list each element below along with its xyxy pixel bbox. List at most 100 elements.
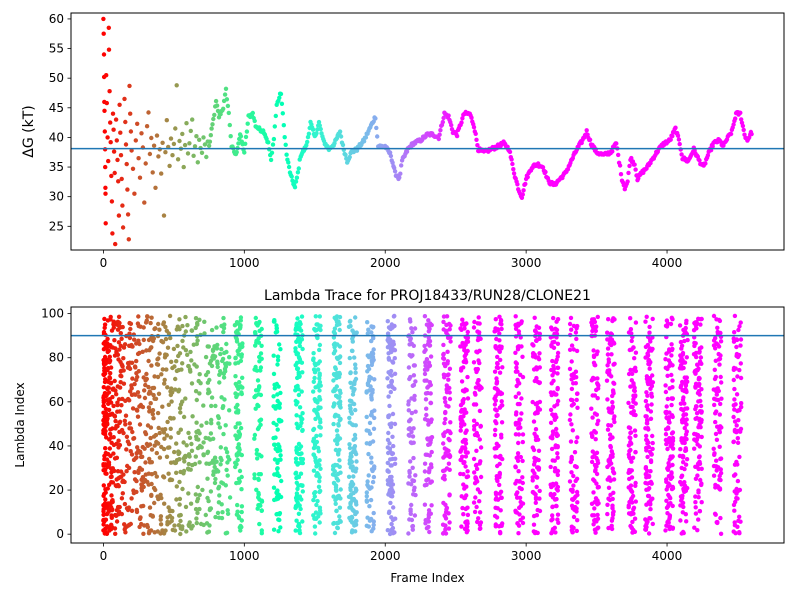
delta-g-point [170,153,175,158]
lambda-point [347,403,353,408]
lambda-point [681,395,686,400]
lambda-point [120,491,126,496]
lambda-point [572,496,577,501]
lambda-point [735,440,741,445]
lambda-point [153,432,159,438]
lambda-point [647,480,652,485]
lambda-point [166,505,171,510]
lambda-point [668,496,673,501]
lambda-point [633,412,638,418]
lambda-point [189,381,195,386]
lambda-point [233,361,238,366]
lambda-point [148,435,153,441]
lambda-point [221,315,226,321]
lambda-point [628,523,633,529]
lambda-point [608,524,614,530]
lambda-point [349,454,354,459]
lambda-point [694,320,699,325]
lambda-point [535,379,540,384]
lambda-point [346,494,352,499]
lambda-point [201,440,206,445]
lambda-point [256,336,261,341]
lambda-point [731,403,736,408]
lambda-point [219,480,224,485]
delta-g-point [225,103,231,109]
lambda-point [227,457,232,462]
lambda-point [429,449,434,455]
lambda-point [388,389,393,395]
lambda-point [494,408,499,413]
lambda-point [332,386,337,392]
lambda-point [351,422,356,428]
lambda-point [296,336,301,342]
lambda-point [166,402,171,407]
delta-g-point [199,150,205,155]
lambda-point [698,477,703,483]
lambda-point [153,396,159,401]
lambda-point [297,530,303,536]
delta-g-point [117,102,122,108]
lambda-point [353,519,358,524]
lambda-point [176,389,181,394]
lambda-point [312,397,317,402]
delta-g-point [135,121,140,127]
lambda-point [571,514,577,520]
delta-g-point [127,83,132,89]
lambda-point [314,433,319,439]
lambda-point [171,416,176,421]
lambda-point [367,504,372,509]
lambda-point [735,374,740,379]
lambda-point [201,522,206,528]
lambda-point [699,410,704,415]
lambda-point [648,501,653,506]
lambda-point [427,363,433,368]
lambda-point [217,493,222,498]
lambda-point [677,323,683,328]
lambda-point [693,350,699,356]
lambda-point [297,340,303,345]
delta-g-point [446,113,451,118]
lambda-point [107,412,113,417]
lambda-point [446,448,451,453]
lambda-point [204,420,209,425]
lambda-point [350,339,355,344]
lambda-point [494,376,499,381]
lambda-point [119,427,125,433]
lambda-point [650,433,655,439]
lambda-point [127,335,133,341]
lambda-point [311,468,317,473]
lambda-point [717,444,722,449]
lambda-point [107,376,113,381]
lambda-point [390,517,396,523]
delta-g-point [636,176,641,181]
lambda-point [494,515,500,520]
delta-g-point [163,150,168,155]
lambda-point [152,443,157,448]
lambda-point [644,314,649,319]
lambda-point [738,404,744,410]
lambda-point [530,475,535,480]
lambda-point [718,470,724,476]
lambda-point [422,371,428,377]
lambda-point [550,517,555,522]
lambda-point [712,396,717,401]
delta-g-point [340,142,346,148]
lambda-point [237,380,242,385]
lambda-point [392,461,398,466]
delta-g-point [243,141,248,146]
lambda-point [631,345,636,350]
lambda-point [493,317,498,322]
lambda-point [647,516,652,521]
delta-g-point [242,150,247,155]
lambda-point [678,401,684,406]
lambda-point [389,451,395,457]
lambda-point [109,328,115,333]
lambda-point [551,363,556,369]
lambda-point [298,506,303,512]
lambda-point [331,494,336,499]
delta-g-point [167,163,172,169]
lambda-point [712,376,718,382]
delta-g-point [697,158,702,163]
lambda-point [274,329,280,334]
